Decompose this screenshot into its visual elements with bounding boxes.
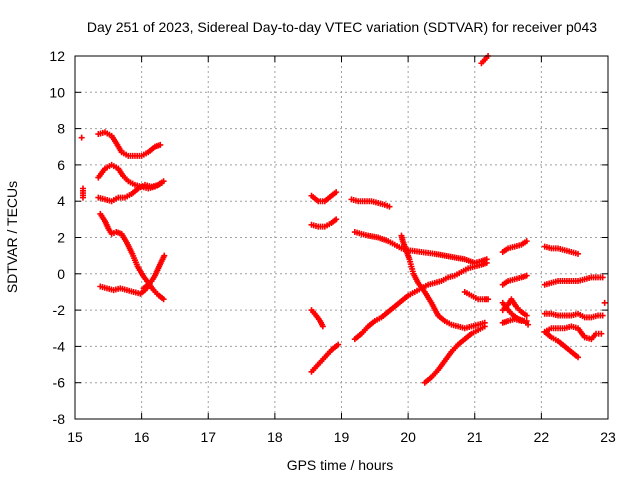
data-series xyxy=(398,232,488,332)
y-tick-labels: -8 -6 -4 -2 0 2 4 6 8 10 12 xyxy=(49,48,65,427)
y-tick-label: -8 xyxy=(53,411,66,427)
data-series xyxy=(95,129,164,159)
y-tick-label: 6 xyxy=(57,157,65,173)
data-series xyxy=(351,229,490,266)
data-series xyxy=(308,341,342,375)
data-point xyxy=(599,312,606,319)
data-series xyxy=(499,296,530,319)
data-series xyxy=(308,189,340,205)
data-series xyxy=(499,272,530,288)
data-series xyxy=(308,216,340,230)
data-series xyxy=(541,274,606,288)
plot-frame xyxy=(74,55,609,420)
data-point xyxy=(523,312,530,319)
y-tick-label: 0 xyxy=(57,266,65,282)
data-series xyxy=(351,259,490,343)
x-tick-label: 18 xyxy=(267,429,283,445)
data-points xyxy=(78,53,608,386)
grid-lines xyxy=(75,56,608,419)
data-point xyxy=(335,341,342,348)
y-tick-label: -2 xyxy=(53,302,66,318)
data-series xyxy=(421,323,488,386)
x-tick-label: 21 xyxy=(467,429,483,445)
data-point xyxy=(319,323,326,330)
x-tick-label: 23 xyxy=(600,429,616,445)
data-series xyxy=(140,252,168,292)
x-axis-label: GPS time / hours xyxy=(287,457,394,473)
y-tick-label: 2 xyxy=(57,230,65,246)
data-point xyxy=(78,134,85,141)
y-tick-label: -4 xyxy=(53,338,66,354)
x-tick-label: 17 xyxy=(200,429,216,445)
data-series xyxy=(97,281,153,297)
data-point xyxy=(160,296,167,303)
data-series xyxy=(478,53,492,67)
data-series xyxy=(541,328,582,361)
data-series xyxy=(95,178,167,205)
data-point xyxy=(601,299,608,306)
data-point xyxy=(483,259,490,266)
chart-title: Day 251 of 2023, Sidereal Day-to-day VTE… xyxy=(87,19,597,35)
x-tick-label: 15 xyxy=(67,429,83,445)
data-point xyxy=(333,216,340,223)
data-point xyxy=(146,281,153,288)
data-series xyxy=(79,185,86,201)
data-point xyxy=(575,250,582,257)
y-tick-label: 10 xyxy=(49,84,65,100)
x-tick-label: 16 xyxy=(134,429,150,445)
data-point xyxy=(598,330,605,337)
data-point xyxy=(485,296,492,303)
y-tick-label: 12 xyxy=(49,48,65,64)
data-series xyxy=(499,238,530,256)
data-series xyxy=(97,210,167,303)
data-point xyxy=(525,321,532,328)
data-series xyxy=(601,299,608,306)
data-series xyxy=(308,307,326,330)
data-point xyxy=(523,272,530,279)
data-point xyxy=(386,203,393,210)
data-point xyxy=(523,238,530,245)
x-tick-label: 19 xyxy=(334,429,350,445)
data-series xyxy=(461,288,492,303)
data-series xyxy=(541,310,606,321)
y-axis-label: SDTVAR / TECUs xyxy=(4,181,20,293)
x-tick-label: 22 xyxy=(534,429,550,445)
x-tick-labels: 15 16 17 18 19 20 21 22 23 xyxy=(67,429,616,445)
data-point xyxy=(481,323,488,330)
data-point xyxy=(575,354,582,361)
y-tick-label: 4 xyxy=(57,193,65,209)
y-tick-label: 8 xyxy=(57,121,65,137)
data-point xyxy=(333,189,340,196)
data-point xyxy=(160,178,167,185)
data-series xyxy=(541,243,582,257)
data-series xyxy=(78,134,85,141)
data-series xyxy=(499,299,532,328)
data-point xyxy=(161,252,168,259)
data-point xyxy=(157,141,164,148)
data-point xyxy=(599,274,606,281)
data-series xyxy=(348,196,393,210)
y-tick-label: -6 xyxy=(53,375,66,391)
data-point xyxy=(79,194,86,201)
x-tick-label: 20 xyxy=(400,429,416,445)
